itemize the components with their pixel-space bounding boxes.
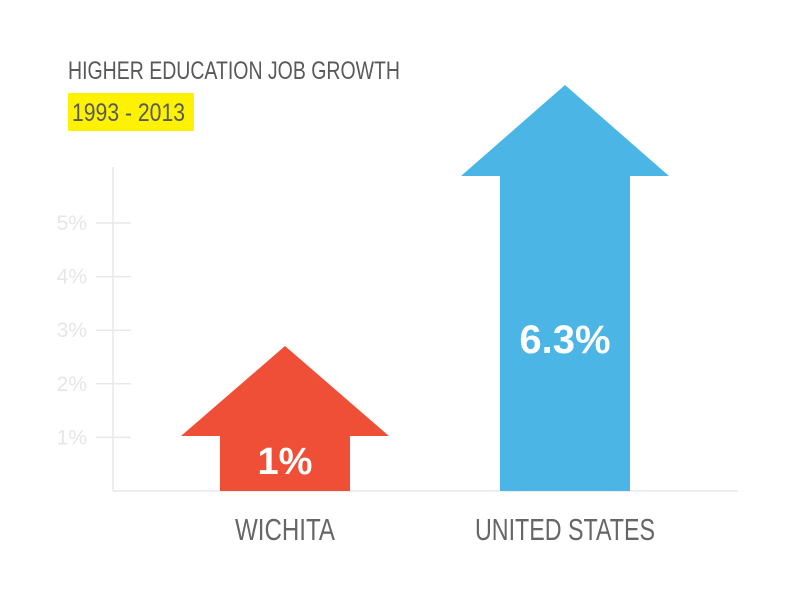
y-tick-label: 4% [57,266,87,289]
bar-arrow-wichita [181,346,389,491]
y-tick-label: 2% [57,373,87,396]
category-label: UNITED STATES [475,512,655,547]
y-tick-label: 3% [57,319,87,342]
data-label: 6.3% [519,318,610,362]
bar-arrow-united-states [461,85,669,491]
chart-subtitle: 1993 - 2013 [72,99,185,127]
y-tick-label: 5% [57,212,87,235]
y-tick-label: 1% [57,426,87,449]
data-label: 1% [258,441,313,483]
category-label: WICHITA [235,512,335,547]
chart-title: HIGHER EDUCATION JOB GROWTH [68,57,400,85]
subtitle-highlight [68,93,194,131]
